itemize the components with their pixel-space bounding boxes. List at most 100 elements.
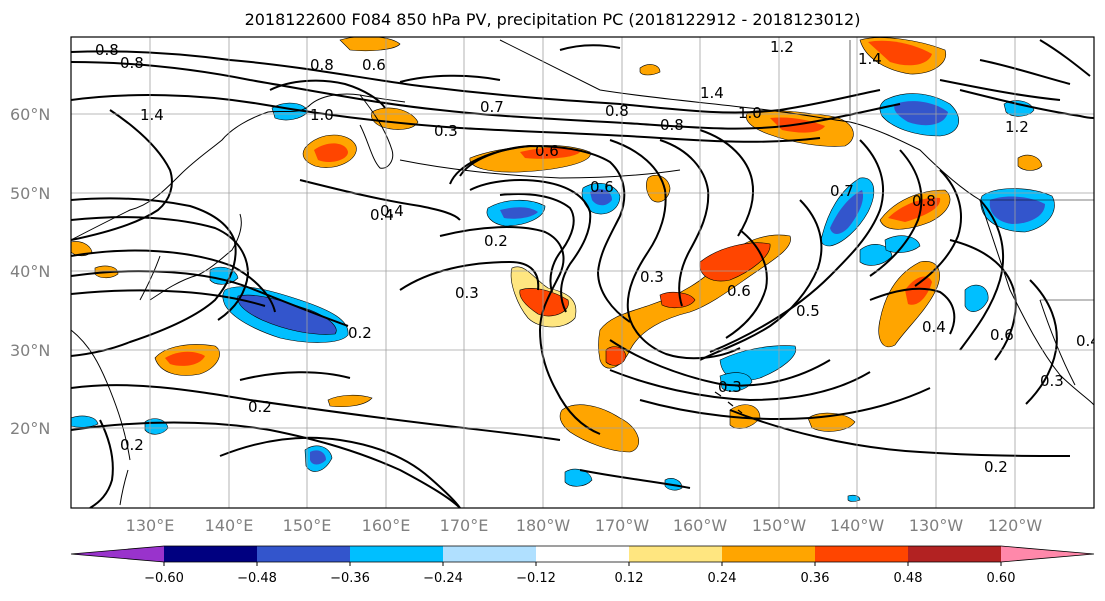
map-title: 2018122600 F084 850 hPa PV, precipitatio… — [244, 10, 861, 29]
contour-line — [639, 387, 931, 420]
contour-line — [699, 199, 823, 361]
colorbar-tick-label: 0.48 — [894, 571, 923, 586]
shade-negative — [964, 284, 989, 312]
shade-negative — [71, 415, 99, 428]
shade-negative — [719, 372, 753, 392]
contour-label: 1.4 — [700, 84, 724, 102]
contour-line — [609, 369, 871, 402]
contour-label: 1.0 — [310, 106, 334, 124]
colorbar-tick-label: 0.24 — [708, 571, 737, 586]
lon-tick-label: 170°W — [595, 516, 650, 535]
contour-line — [399, 260, 540, 291]
shade-positive — [165, 351, 205, 366]
shade-positive — [639, 64, 661, 76]
contour-label: 0.6 — [535, 142, 559, 160]
colorbar-segment — [908, 546, 1001, 562]
contour-label: 0.7 — [480, 98, 504, 116]
contour-label: 1.2 — [1005, 118, 1029, 136]
shade-positive — [314, 143, 348, 163]
shade-positive — [520, 147, 580, 159]
lon-tick-label: 150°E — [283, 516, 332, 535]
contour-label: 0.7 — [830, 182, 854, 200]
lat-tick-label: 30°N — [10, 341, 50, 360]
contour-line — [869, 287, 956, 335]
contour-label: 0.8 — [310, 56, 334, 74]
contour-label: 1.0 — [738, 104, 762, 122]
contour-label: 0.8 — [912, 192, 936, 210]
contour-label: 0.6 — [990, 326, 1014, 344]
contour-line — [869, 149, 923, 277]
lat-tick-label: 20°N — [10, 419, 50, 438]
shade-positive — [646, 175, 671, 203]
shade-negative — [847, 494, 861, 502]
lon-tick-label: 130°W — [909, 516, 964, 535]
shade-negative — [310, 450, 326, 465]
contour-label: 0.2 — [484, 232, 508, 250]
coastline-philippines — [119, 469, 129, 506]
contour-label: 0.4 — [370, 206, 394, 224]
shade-negative — [564, 468, 593, 487]
contour-line — [609, 139, 741, 360]
contour-line — [71, 109, 173, 241]
coastline-korea — [139, 255, 161, 301]
shade-positive — [699, 242, 771, 282]
contour-label: 1.4 — [140, 106, 164, 124]
lat-tick-label: 60°N — [10, 105, 50, 124]
contour-line — [1039, 39, 1091, 77]
lon-tick-label: 120°W — [988, 516, 1043, 535]
lon-tick-label: 170°E — [440, 516, 489, 535]
colorbar-segment — [815, 546, 908, 562]
contour-line — [914, 169, 962, 287]
graticule — [71, 37, 1094, 508]
coastline-aleutians — [399, 159, 681, 179]
contour-line — [89, 419, 114, 508]
map-frame — [70, 36, 1095, 509]
contour-label: 0.6 — [590, 178, 614, 196]
colorbar-tick-label: 0.60 — [987, 571, 1016, 586]
shade-positive — [888, 197, 941, 222]
shade-positive — [605, 346, 627, 366]
colorbar-segment — [71, 546, 164, 562]
shade-positive — [339, 37, 401, 52]
colorbar-segment — [536, 546, 629, 562]
coastline-north-america — [979, 199, 1094, 406]
colorbar-tick-label: −0.12 — [516, 571, 556, 586]
contour-line — [71, 216, 250, 321]
contour-label: 0.8 — [660, 116, 684, 134]
contour-label: 0.6 — [362, 56, 386, 74]
coastline-asia — [71, 93, 406, 241]
contour-label: 0.6 — [727, 282, 751, 300]
contour-label-group: 0.8 0.8 0.8 0.6 1.2 1.4 1.4 1.4 1.0 1.0 … — [95, 38, 1094, 476]
lon-labels: 130°E 140°E 150°E 160°E 170°E 180°W 170°… — [126, 516, 1043, 535]
colorbar-segment — [257, 546, 350, 562]
lon-tick-label: 160°E — [362, 516, 411, 535]
contour-line — [71, 61, 901, 130]
contour-label: 0.8 — [95, 41, 119, 59]
shade-positive — [370, 107, 419, 130]
shade-negative — [859, 244, 893, 266]
shade-negative — [144, 418, 169, 435]
contour-line — [559, 44, 621, 51]
contour-label: 0.3 — [455, 284, 479, 302]
coastline-china — [71, 329, 131, 461]
contour-line — [709, 139, 885, 353]
contour-line — [71, 384, 561, 441]
contour-line — [399, 74, 501, 83]
lon-tick-label: 160°W — [673, 516, 728, 535]
contour-label: 0.2 — [248, 398, 272, 416]
colorbar-segment — [350, 546, 443, 562]
contour-label: 0.2 — [348, 324, 372, 342]
contour-line — [699, 129, 754, 237]
lat-labels: 60°N 50°N 40°N 30°N 20°N — [10, 105, 50, 438]
contour-line — [71, 50, 881, 114]
contour-label: 1.4 — [858, 50, 882, 68]
contour-label: 0.3 — [718, 378, 742, 396]
shade-positive — [519, 288, 569, 317]
shade-negative — [989, 196, 1045, 224]
colorbar-segment — [164, 546, 257, 562]
shade-positive — [327, 394, 373, 408]
coastlines — [71, 39, 1094, 506]
contour-line — [499, 193, 575, 293]
colorbar-tick-label: 0.12 — [615, 571, 644, 586]
